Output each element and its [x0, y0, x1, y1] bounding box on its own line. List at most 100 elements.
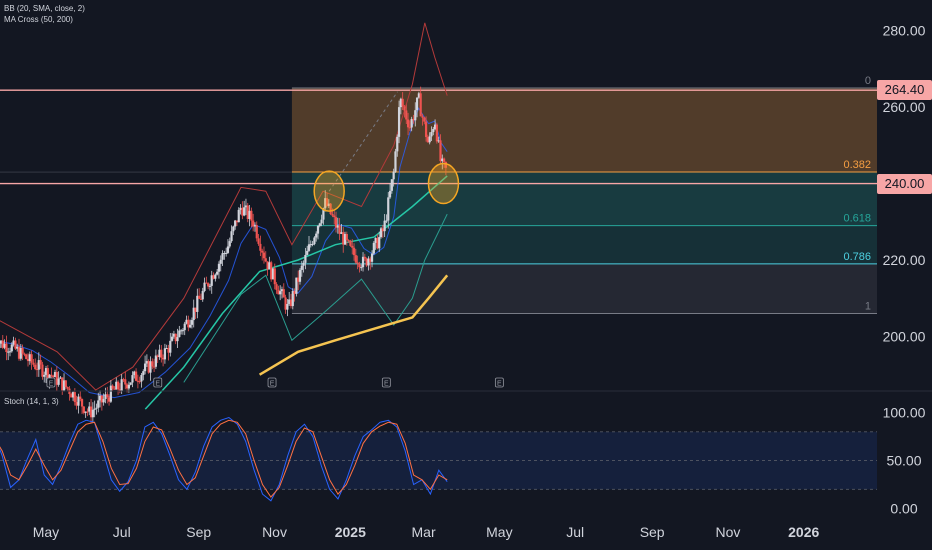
candle-body [120, 379, 123, 391]
candle-body [163, 348, 167, 360]
candle-body [367, 258, 370, 266]
candle-body [390, 179, 393, 191]
earnings-marker[interactable]: E [153, 377, 163, 388]
candle-body [419, 93, 422, 117]
candle-body [324, 198, 327, 209]
candle-body [156, 355, 159, 358]
candle-body [441, 158, 444, 162]
candle-body [286, 303, 289, 310]
candle-body [423, 117, 426, 122]
candle-body [208, 285, 212, 287]
candle-body [185, 319, 188, 324]
candle-body [273, 268, 276, 285]
candle-body [149, 361, 152, 373]
candle-body [234, 220, 237, 227]
candle-body [116, 381, 120, 390]
earnings-marker-box [46, 377, 56, 388]
candle-body [381, 228, 384, 232]
candle-body [187, 319, 190, 328]
candle-body [248, 210, 251, 219]
candle-body [172, 333, 176, 337]
earnings-marker[interactable]: E [46, 377, 56, 388]
earnings-marker[interactable]: E [494, 377, 504, 388]
x-axis-tick-label: 2026 [788, 524, 819, 540]
stoch-d-line [0, 419, 448, 498]
candle-body [347, 240, 350, 242]
earnings-marker[interactable]: E [267, 377, 277, 388]
x-axis-tick-label: Jul [113, 524, 131, 540]
candle-body [183, 323, 186, 331]
candle-body [432, 129, 435, 133]
x-axis-tick-label: Sep [186, 524, 211, 540]
candle-body [102, 398, 105, 403]
candle-body [266, 261, 269, 270]
ma-cross-indicator-label[interactable]: MA Cross (50, 200) [4, 15, 73, 24]
candle-body [235, 220, 239, 223]
candle-body [93, 408, 96, 410]
candle-body [59, 377, 62, 379]
candle-body [203, 282, 206, 291]
candle-body [176, 337, 179, 342]
candle-body [53, 372, 57, 378]
candle-body [412, 118, 415, 121]
candle-body [7, 351, 10, 353]
candle-body [61, 377, 64, 391]
earnings-marker[interactable]: E [381, 377, 391, 388]
candle-body [430, 132, 433, 137]
fibonacci-retracement[interactable]: 0 0.382 0.618 0.786 1 [0, 75, 877, 315]
candle-body [127, 384, 130, 389]
candle-body [360, 267, 363, 269]
candle-body [370, 253, 374, 262]
candle-body [338, 225, 341, 234]
candle-body [194, 307, 197, 312]
candle-body [158, 349, 161, 358]
candle-body [313, 237, 316, 244]
candle-body [167, 348, 170, 353]
candle-body [279, 291, 282, 295]
candle-body [129, 382, 132, 385]
candle-body [424, 121, 428, 138]
candle-body [190, 320, 194, 325]
candle-body [35, 369, 39, 371]
candle-body [37, 360, 40, 370]
candle-body [17, 346, 21, 359]
candle-body [334, 217, 338, 228]
candle-body [325, 198, 329, 206]
candle-body [100, 395, 103, 403]
candle-body [26, 358, 30, 362]
fib-level-label: 1 [865, 301, 871, 313]
candle-body [327, 203, 330, 206]
fib-zone-2 [291, 225, 877, 264]
candle-body [271, 268, 275, 280]
earnings-marker-label: E [497, 381, 502, 388]
candle-body [143, 363, 147, 372]
candle-body [369, 258, 372, 262]
candle-body [41, 364, 44, 377]
highlight-circle[interactable] [427, 162, 460, 205]
candle-body [331, 214, 334, 216]
stoch-indicator-label[interactable]: Stoch (14, 1, 3) [4, 397, 59, 406]
candle-body [0, 340, 3, 344]
highlight-circle[interactable] [313, 170, 345, 212]
candle-body [46, 368, 49, 381]
candle-body [228, 241, 231, 247]
candle-body [174, 333, 177, 342]
candle-body [250, 210, 253, 221]
candle-body [302, 262, 305, 266]
candle-body [25, 354, 28, 359]
candle-body [151, 361, 154, 367]
candle-body [32, 362, 35, 365]
stoch-y-tick-label: 50.00 [886, 453, 921, 469]
candle-body [252, 220, 255, 227]
indicator-lines [0, 22, 449, 410]
x-axis-tick-label: Mar [412, 524, 436, 540]
candle-body [295, 277, 298, 294]
bb-indicator-label[interactable]: BB (20, SMA, close, 2) [4, 4, 85, 13]
x-axis-tick-label: Nov [262, 524, 287, 540]
stoch-k-line [0, 416, 448, 502]
candle-body [43, 374, 46, 377]
candle-body [280, 289, 284, 292]
candle-body [192, 307, 195, 321]
candle-body [340, 232, 343, 234]
